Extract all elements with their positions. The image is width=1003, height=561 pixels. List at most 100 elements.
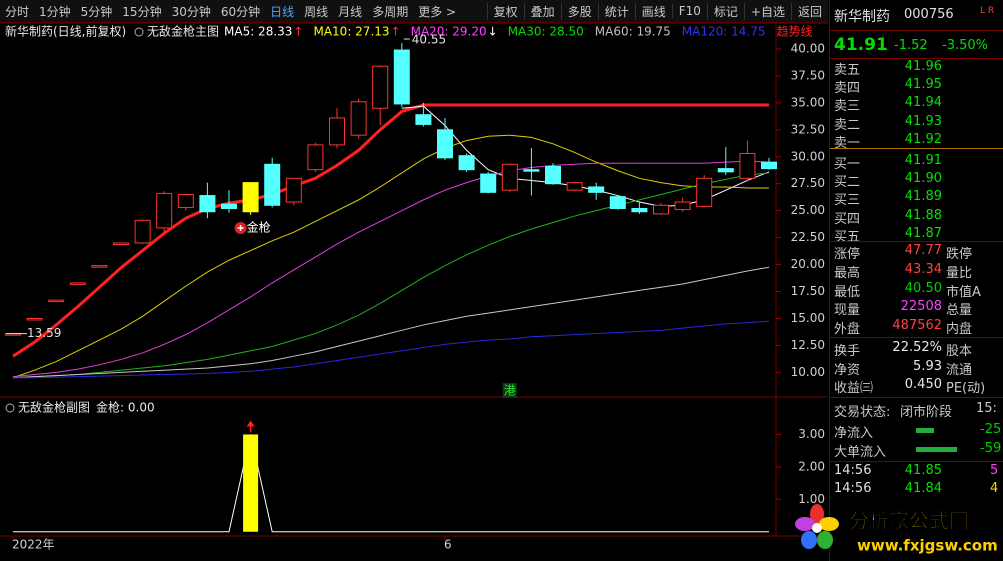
badge-bg xyxy=(502,383,517,398)
indicator-name: 无敌金枪主图 xyxy=(147,24,219,39)
y-tick-label: 37.50 xyxy=(791,68,825,82)
divider xyxy=(830,58,1003,59)
low-label: 13.59 xyxy=(27,326,61,340)
tool-button[interactable]: 叠加 xyxy=(523,2,561,20)
stat-label: 外盘 xyxy=(834,322,861,338)
candle-body xyxy=(48,299,65,303)
tool-button[interactable]: 复权 xyxy=(486,2,524,20)
candle-body xyxy=(761,161,777,170)
y-tick-label: 22.50 xyxy=(791,230,825,244)
candle-body xyxy=(329,117,345,146)
candle-body xyxy=(588,186,605,193)
stat-label: 收益㈢ xyxy=(834,381,874,396)
period-tab[interactable]: 日线 xyxy=(270,4,295,19)
y-tick-label: 2.00 xyxy=(798,459,825,473)
flow-label: 大单流入 xyxy=(834,445,887,460)
ma-line xyxy=(12,172,770,379)
period-tab[interactable]: 1分钟 xyxy=(39,4,71,19)
chart-title: 新华制药(日线,前复权) xyxy=(5,24,126,39)
candle-body xyxy=(415,114,432,125)
y-tick-label: 1.00 xyxy=(798,492,825,506)
stat-label: 市值A xyxy=(946,284,981,300)
ma-line xyxy=(12,160,770,378)
indicator-icon xyxy=(5,403,15,413)
tool-button[interactable]: 画线 xyxy=(634,2,672,20)
y-tick-label: 27.50 xyxy=(791,176,825,190)
candle-body xyxy=(113,242,129,245)
ma-line xyxy=(13,320,770,379)
period-tab[interactable]: 月线 xyxy=(338,4,363,19)
book-label: 买四 xyxy=(834,211,861,227)
y-tick-label: 20.00 xyxy=(791,257,825,271)
ma-label: 趋势线 xyxy=(776,25,812,39)
period-tab[interactable]: 更多 > xyxy=(418,4,457,19)
watermark-title: 分析家公式网 xyxy=(849,509,969,533)
period-tab[interactable]: 60分钟 xyxy=(220,4,261,19)
ma-line xyxy=(12,103,769,358)
stock-code: 000756 xyxy=(904,7,954,22)
ma-label: MA60: 19.75 xyxy=(595,25,671,39)
candle-body xyxy=(739,153,756,179)
stat-label: 换手 xyxy=(834,344,861,359)
ma-label: MA20: 29.20 xyxy=(411,25,487,39)
signal-line xyxy=(13,434,769,533)
price-change-pct: -3.50% xyxy=(942,38,988,53)
period-tab[interactable]: 多周期 xyxy=(372,4,409,19)
tick-volume: 5 xyxy=(990,463,999,478)
book-price: 41.89 xyxy=(904,189,942,205)
x-tick-label: 2022年 xyxy=(12,538,55,552)
period-tab[interactable]: 15分钟 xyxy=(122,4,162,19)
candle-body xyxy=(458,155,475,171)
period-tab[interactable]: 30分钟 xyxy=(171,4,211,19)
y-tick-label: 32.50 xyxy=(791,122,825,136)
y-tick-label: 15.00 xyxy=(791,311,825,325)
signal-arrow-head xyxy=(246,420,255,427)
y-tick-label: 40.00 xyxy=(791,41,825,55)
period-tab[interactable]: 分时 xyxy=(5,4,30,19)
tool-button[interactable]: +自选 xyxy=(743,2,791,20)
period-tab[interactable]: 周线 xyxy=(304,4,329,19)
book-price: 41.90 xyxy=(904,171,942,187)
candle-body xyxy=(350,101,367,136)
stat-value: 5.93 xyxy=(913,358,942,374)
price-change: -1.52 xyxy=(894,38,928,53)
tool-button[interactable]: 统计 xyxy=(597,2,635,20)
tool-button[interactable]: 返回 xyxy=(790,2,828,20)
candle-body xyxy=(264,163,281,206)
candle-body xyxy=(307,144,324,171)
stat-label: 流通 xyxy=(946,362,973,378)
stat-label: 最高 xyxy=(834,265,861,281)
candle-body xyxy=(393,49,410,105)
tool-button[interactable]: F10 xyxy=(671,4,707,18)
logo-flower xyxy=(795,504,839,549)
divider xyxy=(830,397,1003,398)
stat-label: 总量 xyxy=(946,303,973,319)
tool-button[interactable]: 多股 xyxy=(560,2,598,20)
ma-label: MA30: 28.50 xyxy=(508,25,584,39)
status-label: 交易状态: xyxy=(834,405,891,420)
tool-button[interactable]: 标记 xyxy=(706,2,744,20)
y-tick-label: 35.00 xyxy=(791,95,825,109)
stat-label: 跌停 xyxy=(946,247,973,262)
high-label: 40.55 xyxy=(412,33,446,47)
sub-label: 金枪: 0.00 xyxy=(96,400,155,415)
signal-bar xyxy=(243,434,259,532)
quote-panel: 新华制药 000756 L R 41.91 -1.52 -3.50% 卖五 41.96 卖四 41… xyxy=(829,0,1003,561)
candle-body xyxy=(134,219,151,244)
period-tab[interactable]: 5分钟 xyxy=(80,4,113,19)
candle-body xyxy=(653,204,669,215)
watermark: 分析家公式网 www.fxjgsw.com xyxy=(795,504,998,555)
candle-body xyxy=(545,165,561,185)
book-label: 买一 xyxy=(834,157,861,172)
stat-value: 43.34 xyxy=(904,261,942,277)
stat-value: 22.52% xyxy=(892,340,942,355)
indicator-icon xyxy=(134,27,144,37)
stat-label: 涨停 xyxy=(834,247,861,262)
toolbar: 分时 1分钟 5分钟 15分钟 30分钟 60分钟 日线 周线 月线 多周期 更多 > 复权 叠加 多股统… xyxy=(0,0,828,23)
candle-body xyxy=(631,208,648,213)
ma-label: MA120: 14.75 xyxy=(682,25,766,39)
y-tick-label: 3.00 xyxy=(798,427,825,441)
candle-body xyxy=(285,177,302,203)
book-price: 41.92 xyxy=(904,131,942,147)
stat-value: 40.50 xyxy=(904,280,942,296)
